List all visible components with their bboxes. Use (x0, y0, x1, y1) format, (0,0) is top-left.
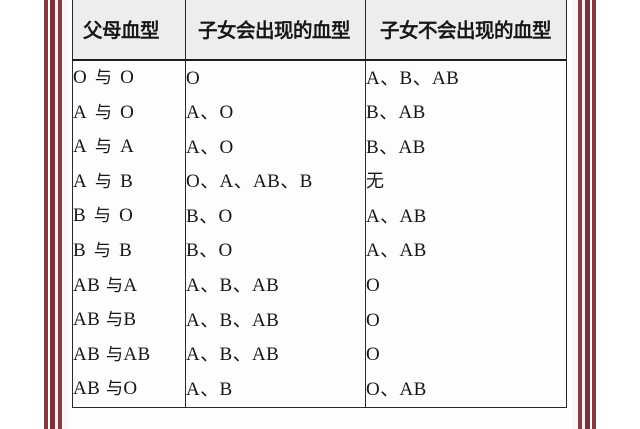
parent-b-value: B (120, 170, 134, 192)
column-header-impossible-child-blood-type: 子女不会出现的血型 (365, 0, 567, 61)
frame-bar (585, 0, 590, 429)
parent-separator: 与 (89, 137, 119, 158)
parent-separator: 与 (88, 206, 118, 227)
none-label: 无 (366, 171, 385, 193)
cell-parent-blood-type: AB 与B (72, 303, 186, 338)
parent-separator: 与 (89, 68, 119, 88)
table-row: AB 与O A、B O、AB (72, 372, 567, 408)
cell-possible-blood-type: O、A、AB、B (185, 164, 366, 200)
cell-impossible-blood-type: O、AB (365, 372, 567, 408)
parent-separator: 与 (100, 379, 124, 400)
parent-b-value: B (119, 239, 133, 261)
parent-a-value: A (73, 101, 88, 123)
column-header-parent-blood-type: 父母血型 (72, 0, 186, 61)
cell-impossible-blood-type: B、AB (365, 130, 567, 165)
cell-impossible-blood-type: O (365, 303, 567, 338)
cell-parent-blood-type: A 与 B (72, 164, 186, 200)
parent-separator: 与 (100, 275, 124, 296)
cell-possible-blood-type: A、B (185, 372, 366, 408)
parent-a-value: A (73, 170, 88, 192)
cell-parent-blood-type: AB 与AB (72, 337, 186, 373)
cell-impossible-blood-type: O (365, 337, 567, 373)
table-header: 父母血型 子女会出现的血型 子女不会出现的血型 (72, 0, 567, 61)
parent-a-value: A (73, 136, 88, 158)
column-header-possible-child-blood-type: 子女会出现的血型 (185, 0, 366, 61)
parent-b-value: O (120, 101, 135, 123)
parent-a-value: O (73, 67, 88, 88)
frame-bar (55, 0, 58, 429)
parent-b-value: O (119, 205, 134, 227)
frame-bar (582, 0, 585, 429)
parent-b-value: O (123, 378, 138, 400)
table-row: A 与 A A、O B、AB (72, 130, 567, 165)
left-frame-decoration (44, 0, 68, 429)
table-row: AB 与B A、B、AB O (72, 303, 567, 338)
cell-impossible-blood-type: B、AB (365, 95, 567, 131)
parent-separator: 与 (100, 344, 124, 365)
table-row: A 与 O A、O B、AB (72, 95, 567, 131)
cell-parent-blood-type: AB 与O (72, 372, 186, 408)
parent-separator: 与 (89, 171, 119, 192)
frame-bar (58, 0, 62, 429)
frame-bar (44, 0, 48, 429)
parent-a-value: AB (73, 274, 101, 296)
cell-parent-blood-type: A 与 O (72, 95, 186, 131)
cell-parent-blood-type: B 与 O (72, 199, 186, 234)
table-row: B 与 B B、O A、AB (72, 233, 567, 269)
table-row: B 与 O B、O A、AB (72, 199, 567, 234)
cell-possible-blood-type: A、O (185, 95, 366, 131)
parent-b-value: B (123, 309, 137, 331)
table-row: AB 与A A、B、AB O (72, 268, 567, 304)
parent-b-value: AB (123, 343, 151, 365)
parent-b-value: A (120, 136, 135, 158)
parent-b-value: O (120, 67, 135, 88)
cell-possible-blood-type: A、B、AB (185, 268, 366, 304)
parent-a-value: AB (73, 343, 101, 365)
right-frame-decoration (572, 0, 596, 429)
cell-possible-blood-type: B、O (185, 199, 366, 234)
cell-possible-blood-type: A、B、AB (185, 303, 366, 338)
cell-parent-blood-type: A 与 A (72, 130, 186, 165)
cell-impossible-blood-type: 无 (365, 164, 567, 200)
cell-parent-blood-type: AB 与A (72, 268, 186, 304)
frame-bar (572, 0, 578, 429)
header-row: 父母血型 子女会出现的血型 子女不会出现的血型 (72, 0, 567, 61)
table-row: AB 与AB A、B、AB O (72, 337, 567, 373)
cell-possible-blood-type: A、B、AB (185, 337, 366, 373)
frame-bar (590, 0, 592, 429)
parent-a-value: AB (73, 378, 101, 400)
frame-bar (578, 0, 582, 429)
parent-a-value: AB (73, 309, 101, 331)
frame-bar (50, 0, 55, 429)
parent-separator: 与 (89, 102, 119, 123)
frame-bar (62, 0, 68, 429)
parent-b-value: A (123, 274, 138, 296)
cell-impossible-blood-type: O (365, 268, 567, 304)
cell-possible-blood-type: A、O (185, 130, 366, 165)
table-row: O 与 O O A、B、AB (72, 60, 567, 96)
cell-impossible-blood-type: A、B、AB (365, 60, 567, 96)
frame-bar (592, 0, 596, 429)
table-row: A 与 B O、A、AB、B 无 (72, 164, 567, 200)
cell-impossible-blood-type: A、AB (365, 233, 567, 269)
parent-separator: 与 (88, 240, 118, 261)
parent-a-value: B (73, 205, 87, 227)
frame-bar (48, 0, 50, 429)
blood-type-inheritance-table: 父母血型 子女会出现的血型 子女不会出现的血型 O 与 O O A、B、AB A 与 … (72, 0, 567, 408)
cell-parent-blood-type: O 与 O (72, 60, 186, 96)
parent-separator: 与 (100, 310, 124, 331)
parent-a-value: B (73, 239, 87, 261)
cell-possible-blood-type: B、O (185, 233, 366, 269)
table-body: O 与 O O A、B、AB A 与 O A、O B、AB A 与 A A、O B、AB A 与 … (72, 60, 567, 408)
cell-parent-blood-type: B 与 B (72, 233, 186, 269)
cell-impossible-blood-type: A、AB (365, 199, 567, 234)
cell-possible-blood-type: O (185, 60, 366, 96)
